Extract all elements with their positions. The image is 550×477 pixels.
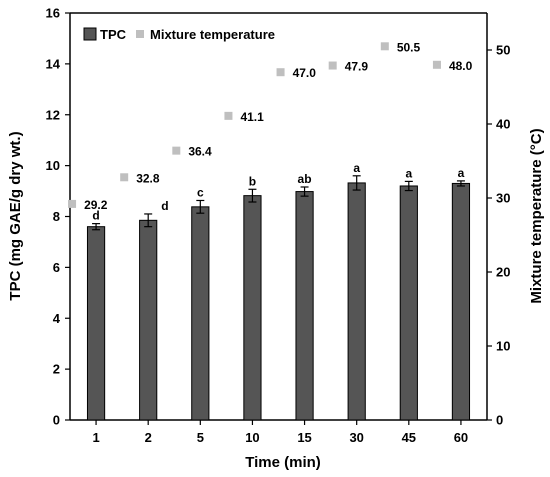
tpc-bar [347,182,366,421]
significance-label: a [458,166,465,180]
y-tick-label: 12 [46,107,60,122]
legend-swatch-tpc [83,27,97,41]
y2-tick-label: 10 [496,339,510,354]
tpc-bar [243,195,262,421]
y-tick-label: 6 [53,260,60,275]
significance-label: a [353,161,360,175]
tpc-bar [191,206,210,421]
legend-swatch-temperature [136,30,144,38]
x-tick-label: 45 [402,430,416,445]
significance-label: d [161,199,168,213]
temperature-point [224,111,233,120]
significance-label: ab [298,172,312,186]
temperature-value-label: 41.1 [240,110,264,124]
temperature-value-label: 32.8 [136,171,160,185]
tpc-bar [295,191,314,421]
x-tick-label: 2 [145,430,152,445]
y-axis-title: TPC (mg GAE/g dry wt.) [7,131,24,300]
temperature-point [276,68,285,77]
tpc-bar [86,226,106,421]
y2-tick-label: 40 [496,117,510,132]
temperature-point [172,146,181,155]
y2-tick-label: 50 [496,43,510,58]
y2-tick-label: 0 [496,413,503,428]
legend-label-tpc: TPC [100,27,127,42]
plot-area: 0 2 4 6 8 10 12 14 16 0 10 20 30 40 50 d 1 d 2 c 5 b 10 ab 15 a 30… [46,6,511,446]
y2-axis-title: Mixture temperature (°C) [528,128,545,303]
x-tick-label: 10 [245,430,259,445]
temperature-value-label: 29.2 [84,198,108,212]
x-axis-title: Time (min) [245,454,321,471]
temperature-point [432,60,441,69]
temperature-value-label: 50.5 [397,40,421,54]
x-tick-label: 1 [92,430,99,445]
y-tick-label: 8 [53,209,60,224]
y2-tick-label: 30 [496,191,510,206]
temperature-point [120,173,129,182]
x-tick-label: 30 [349,430,363,445]
tpc-bar [451,182,471,421]
y-tick-label: 14 [46,56,61,71]
x-tick-label: 5 [197,430,204,445]
significance-label: a [405,166,412,180]
temperature-point [68,199,77,208]
temperature-value-label: 47.0 [293,66,317,80]
significance-label: d [92,209,99,223]
legend-label-temperature: Mixture temperature [150,27,275,42]
y-tick-label: 10 [46,158,60,173]
temperature-point [328,61,337,70]
x-tick-label: 60 [454,430,468,445]
tpc-bar [399,185,418,421]
y-tick-label: 2 [53,362,60,377]
temperature-value-label: 48.0 [449,59,473,73]
significance-label: c [197,185,204,199]
y-tick-label: 16 [46,6,60,21]
y-tick-label: 4 [53,311,61,326]
y2-tick-label: 20 [496,265,510,280]
temperature-value-label: 47.9 [345,60,369,74]
x-tick-label: 15 [297,430,311,445]
tpc-bar [139,219,158,421]
y-tick-label: 0 [53,413,60,428]
temperature-value-label: 36.4 [188,145,212,159]
temperature-point [380,42,389,51]
significance-label: b [249,174,256,188]
